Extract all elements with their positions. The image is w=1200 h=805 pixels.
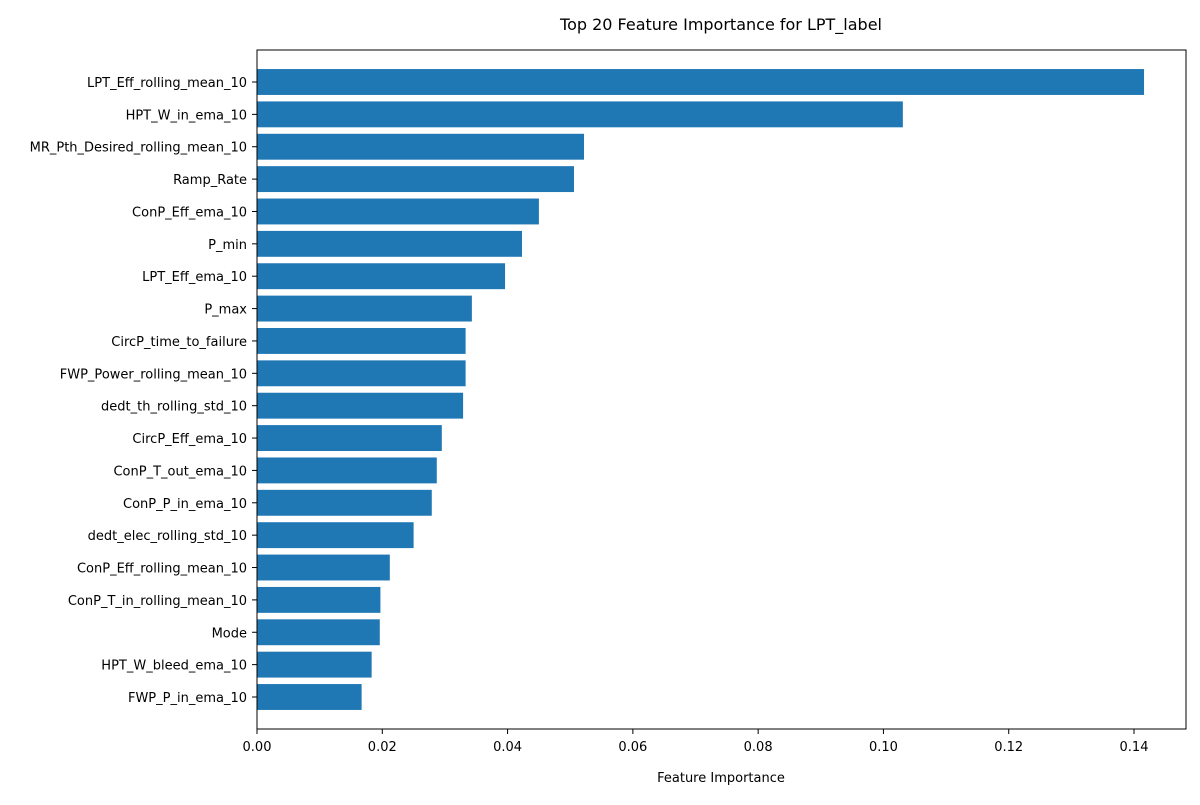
x-axis-ticks: 0.00 0.02 0.04 0.06 0.08 0.10 0.12 0.14 <box>243 729 1149 755</box>
chart-title: Top 20 Feature Importance for LPT_label <box>559 15 882 35</box>
x-axis-label: Feature Importance <box>657 771 785 786</box>
y-tick-label: CircP_time_to_failure <box>111 335 247 350</box>
y-tick-label: Ramp_Rate <box>173 173 247 188</box>
y-tick-label: LPT_Eff_ema_10 <box>142 270 247 285</box>
y-tick-label: ConP_T_in_rolling_mean_10 <box>68 594 247 609</box>
bar-FWP_P_in_ema_10 <box>257 684 362 710</box>
bar-FWP_Power_rolling_mean_10 <box>257 360 466 387</box>
bar-P_min <box>257 230 522 257</box>
y-tick-label: P_max <box>204 303 247 318</box>
axis-spines <box>256 49 1187 730</box>
bar-MR_Pth_Desired_rolling_mean_10 <box>257 133 584 160</box>
y-tick-label: FWP_Power_rolling_mean_10 <box>60 367 247 382</box>
y-axis-ticks: LPT_Eff_rolling_mean_10 HPT_W_in_ema_10 MR… <box>30 76 257 706</box>
plot-area-frame <box>256 49 1187 730</box>
bar-LPT_Eff_rolling_mean_10 <box>257 69 1145 95</box>
y-tick-label: FWP_P_in_ema_10 <box>128 691 247 706</box>
bar-Mode <box>257 619 380 646</box>
bar-Ramp_Rate <box>257 166 574 193</box>
y-tick-label: Mode <box>212 626 247 641</box>
x-tick-label: 0.10 <box>869 740 898 755</box>
x-tick-label: 0.02 <box>368 740 397 755</box>
bars-layer <box>257 69 1145 710</box>
y-tick-label: HPT_W_bleed_ema_10 <box>101 659 247 674</box>
bar-ConP_T_in_rolling_mean_10 <box>257 586 381 613</box>
y-tick-label: HPT_W_in_ema_10 <box>126 108 247 123</box>
x-tick-label: 0.04 <box>493 740 522 755</box>
y-tick-label: ConP_Eff_rolling_mean_10 <box>77 562 247 577</box>
bar-CircP_Eff_ema_10 <box>257 425 442 451</box>
x-tick-label: 0.12 <box>994 740 1023 755</box>
x-tick-label: 0.08 <box>744 740 773 755</box>
y-tick-label: CircP_Eff_ema_10 <box>132 432 247 447</box>
bar-ConP_P_in_ema_10 <box>257 489 432 516</box>
bar-ConP_Eff_rolling_mean_10 <box>257 554 390 581</box>
bar-LPT_Eff_ema_10 <box>257 263 506 290</box>
x-tick-label: 0.06 <box>618 740 647 755</box>
x-tick-label: 0.00 <box>243 740 272 755</box>
bar-HPT_W_bleed_ema_10 <box>257 651 372 678</box>
y-tick-label: P_min <box>208 238 247 253</box>
y-tick-label: ConP_P_in_ema_10 <box>123 497 247 512</box>
bar-dedt_th_rolling_std_10 <box>257 392 464 419</box>
y-tick-label: dedt_elec_rolling_std_10 <box>88 529 247 544</box>
bar-ConP_Eff_ema_10 <box>257 198 539 225</box>
y-tick-label: MR_Pth_Desired_rolling_mean_10 <box>30 141 247 156</box>
bar-CircP_time_to_failure <box>257 328 466 354</box>
y-tick-label: ConP_T_out_ema_10 <box>113 464 247 479</box>
bar-ConP_T_out_ema_10 <box>257 457 437 484</box>
y-tick-label: dedt_th_rolling_std_10 <box>101 400 247 415</box>
bar-dedt_elec_rolling_std_10 <box>257 522 414 549</box>
y-tick-label: LPT_Eff_rolling_mean_10 <box>87 76 247 91</box>
bar-HPT_W_in_ema_10 <box>257 101 903 128</box>
x-tick-label: 0.14 <box>1120 740 1149 755</box>
y-tick-label: ConP_Eff_ema_10 <box>132 205 247 220</box>
bar-P_max <box>257 295 472 322</box>
